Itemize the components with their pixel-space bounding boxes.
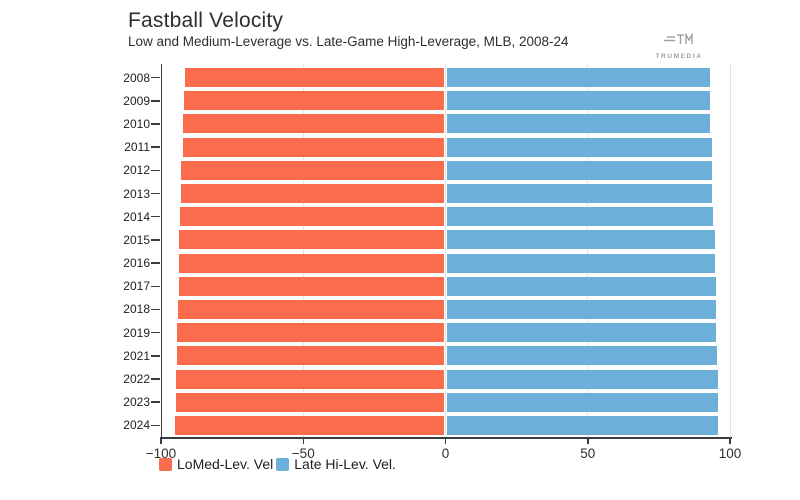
y-axis-label-2017: 2017 xyxy=(123,279,150,294)
bar-lomed-2014[interactable] xyxy=(180,207,444,227)
y-axis-label-2021: 2021 xyxy=(123,348,150,363)
legend-label-lomed: LoMed-Lev. Vel xyxy=(177,456,274,472)
y-axis-label-2018: 2018 xyxy=(123,302,150,317)
bar-hilev-2010[interactable] xyxy=(447,114,711,134)
bar-hilev-2021[interactable] xyxy=(447,346,718,366)
bar-lomed-2015[interactable] xyxy=(179,230,444,250)
y-axis-label-2012: 2012 xyxy=(123,163,150,178)
y-axis-label-2024: 2024 xyxy=(123,418,150,433)
y-tick-2008 xyxy=(151,76,160,79)
bar-hilev-2013[interactable] xyxy=(447,184,713,204)
x-axis-label-0: 0 xyxy=(441,446,450,461)
y-tick-2017 xyxy=(151,285,160,288)
chart-subtitle: Low and Medium-Leverage vs. Late-Game Hi… xyxy=(128,34,569,49)
y-tick-2021 xyxy=(151,355,160,357)
bar-hilev-2017[interactable] xyxy=(447,276,716,296)
y-tick-2013 xyxy=(151,192,160,195)
bar-lomed-2019[interactable] xyxy=(177,323,444,343)
x-tick-50 xyxy=(587,437,589,444)
y-axis-label-2014: 2014 xyxy=(123,209,150,224)
bar-hilev-2016[interactable] xyxy=(447,253,715,273)
legend: LoMed-Lev. Vel Late Hi-Lev. Vel. xyxy=(159,456,399,472)
bar-lomed-2009[interactable] xyxy=(184,91,444,111)
bar-lomed-2016[interactable] xyxy=(178,253,444,273)
y-tick-2016 xyxy=(151,262,160,264)
y-tick-2023 xyxy=(151,401,160,403)
trumedia-logo-text: TRUMEDIA xyxy=(655,53,703,60)
y-axis-line xyxy=(160,64,162,438)
gridline-x--50 xyxy=(302,63,304,437)
legend-swatch-hilev xyxy=(276,457,290,471)
bar-lomed-2011[interactable] xyxy=(182,137,444,157)
bar-lomed-2017[interactable] xyxy=(178,276,444,296)
y-tick-2019 xyxy=(151,331,160,334)
bar-hilev-2024[interactable] xyxy=(447,415,719,435)
y-axis-label-2023: 2023 xyxy=(123,395,150,410)
y-axis-label-2015: 2015 xyxy=(123,232,150,247)
x-axis-label--100: −100 xyxy=(145,446,177,461)
gridline-x-50 xyxy=(587,63,589,437)
x-axis-label-100: 100 xyxy=(718,446,742,461)
y-tick-2024 xyxy=(151,424,160,427)
bar-hilev-2022[interactable] xyxy=(447,369,718,389)
bar-hilev-2023[interactable] xyxy=(447,392,718,412)
bar-hilev-2014[interactable] xyxy=(447,207,714,227)
bar-lomed-2022[interactable] xyxy=(176,369,444,389)
bar-hilev-2015[interactable] xyxy=(447,230,715,250)
bar-lomed-2023[interactable] xyxy=(176,392,444,412)
y-tick-2010 xyxy=(151,123,160,125)
y-axis-label-2013: 2013 xyxy=(123,186,150,201)
trumedia-logo: TRUMEDIA xyxy=(648,32,710,60)
y-tick-2022 xyxy=(151,378,160,380)
gridline-x-0 xyxy=(445,63,446,437)
bar-lomed-2021[interactable] xyxy=(176,346,444,366)
bar-lomed-2024[interactable] xyxy=(175,415,444,435)
bar-hilev-2012[interactable] xyxy=(447,160,713,180)
bar-hilev-2008[interactable] xyxy=(447,68,710,88)
x-tick--50 xyxy=(302,437,304,444)
bar-lomed-2013[interactable] xyxy=(181,184,444,204)
y-axis-label-2009: 2009 xyxy=(123,93,150,108)
x-tick-0 xyxy=(444,437,447,444)
bar-hilev-2011[interactable] xyxy=(447,137,712,157)
bar-lomed-2010[interactable] xyxy=(183,114,444,134)
x-axis-label--50: −50 xyxy=(291,446,315,461)
y-tick-2015 xyxy=(151,239,160,241)
legend-item-hilev[interactable]: Late Hi-Lev. Vel. xyxy=(276,456,396,472)
x-tick-100 xyxy=(729,437,731,444)
y-axis-label-2010: 2010 xyxy=(123,116,150,131)
y-axis-label-2022: 2022 xyxy=(123,372,150,387)
trumedia-logo-icon xyxy=(664,32,693,44)
legend-label-hilev: Late Hi-Lev. Vel. xyxy=(294,456,396,472)
gridline-x-100 xyxy=(729,63,731,437)
y-tick-2014 xyxy=(151,215,160,218)
bar-hilev-2018[interactable] xyxy=(447,299,716,319)
y-tick-2012 xyxy=(151,169,160,172)
y-axis-label-2011: 2011 xyxy=(124,140,150,155)
y-tick-2011 xyxy=(151,146,160,148)
bar-lomed-2008[interactable] xyxy=(185,68,444,88)
legend-item-lomed[interactable]: LoMed-Lev. Vel xyxy=(159,456,273,472)
legend-swatch-lomed xyxy=(159,457,172,471)
bar-lomed-2012[interactable] xyxy=(181,160,444,180)
y-tick-2018 xyxy=(151,308,160,311)
y-tick-2009 xyxy=(151,100,160,102)
y-axis-label-2016: 2016 xyxy=(123,256,150,271)
y-axis-label-2008: 2008 xyxy=(123,70,150,85)
y-axis-label-2019: 2019 xyxy=(123,325,150,340)
bar-lomed-2018[interactable] xyxy=(178,299,444,319)
x-tick--100 xyxy=(160,437,162,444)
chart-title: Fastball Velocity xyxy=(128,9,284,32)
x-axis-label-50: 50 xyxy=(580,446,596,461)
bar-hilev-2019[interactable] xyxy=(447,323,717,343)
bar-hilev-2009[interactable] xyxy=(447,91,710,111)
